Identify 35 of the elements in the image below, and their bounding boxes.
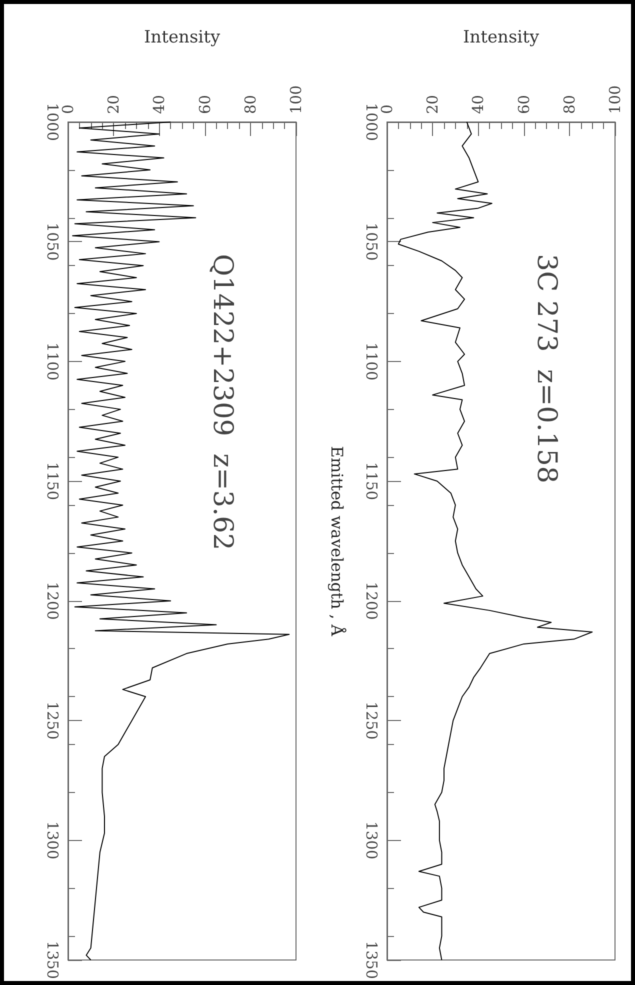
x-tick-label: 100 xyxy=(287,85,305,114)
x-tick-label: 20 xyxy=(104,94,123,114)
x-tick-label: 0 xyxy=(59,104,77,114)
y-tick-label: 1100 xyxy=(362,342,380,381)
x-tick-label: 80 xyxy=(560,94,578,114)
x-axis-title: Intensity xyxy=(144,28,220,48)
x-tick-label: 60 xyxy=(196,94,214,114)
y-tick-label: 1350 xyxy=(44,940,62,980)
y-tick-label: 1150 xyxy=(44,462,62,500)
x-axis-title: Intensity xyxy=(462,28,540,48)
x-tick-label: 40 xyxy=(150,94,168,114)
x-tick-label: 80 xyxy=(241,94,260,114)
x-tick-label: 100 xyxy=(606,85,624,114)
y-axis-title: Emitted wavelength , Å xyxy=(328,446,346,636)
y-tick-label: 1050 xyxy=(44,222,62,261)
y-tick-label: 1300 xyxy=(44,821,62,860)
y-tick-label: 1300 xyxy=(362,821,380,860)
text: Q1422+2309 z=3.62 xyxy=(207,254,238,550)
line-series xyxy=(72,122,290,960)
x-tick-label: 40 xyxy=(469,94,488,114)
y-tick-label: 1350 xyxy=(362,940,380,980)
y-tick-label: 1000 xyxy=(44,102,62,142)
line-series xyxy=(398,122,593,960)
x-tick-label: 0 xyxy=(378,104,396,114)
x-tick-label: 60 xyxy=(514,94,533,114)
y-tick-label: 1150 xyxy=(362,462,380,500)
y-tick-label: 1050 xyxy=(362,222,380,261)
text: 3C 273 z=0.158 xyxy=(531,254,562,484)
y-tick-label: 1100 xyxy=(44,342,62,381)
y-tick-label: 1200 xyxy=(362,582,380,620)
y-tick-label: 1250 xyxy=(44,701,62,740)
y-tick-label: 1200 xyxy=(44,582,62,620)
y-tick-label: 1000 xyxy=(362,102,380,142)
y-tick-label: 1250 xyxy=(362,701,380,740)
x-tick-label: 20 xyxy=(424,94,442,114)
